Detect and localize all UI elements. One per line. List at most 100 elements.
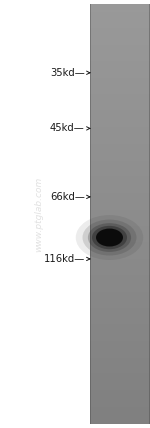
Bar xyxy=(90,369,150,370)
Bar xyxy=(90,339,150,341)
Bar xyxy=(90,361,150,363)
Bar xyxy=(90,213,150,214)
Bar xyxy=(90,381,150,383)
Bar xyxy=(90,303,150,304)
Bar xyxy=(90,143,150,145)
Bar xyxy=(90,29,150,30)
Bar xyxy=(90,74,150,76)
Bar xyxy=(90,269,150,270)
Bar xyxy=(90,266,150,268)
Bar xyxy=(90,39,150,40)
Bar xyxy=(90,21,150,22)
Bar xyxy=(90,123,150,125)
Bar xyxy=(90,316,150,318)
Bar xyxy=(90,297,150,299)
Bar xyxy=(90,156,150,158)
Bar xyxy=(90,178,150,179)
Bar xyxy=(90,242,150,244)
Bar xyxy=(90,146,150,148)
Bar xyxy=(90,121,150,123)
Bar xyxy=(90,42,150,43)
Bar xyxy=(90,39,150,41)
Bar xyxy=(90,336,150,338)
Bar xyxy=(90,79,150,81)
Bar xyxy=(90,264,150,265)
Bar xyxy=(90,20,150,21)
Bar xyxy=(90,222,150,223)
Bar xyxy=(90,311,150,312)
Bar xyxy=(90,163,150,165)
Bar xyxy=(90,31,150,33)
Bar xyxy=(90,229,150,231)
Bar xyxy=(90,104,150,106)
Bar xyxy=(90,211,150,213)
Bar xyxy=(90,193,150,195)
Bar xyxy=(90,377,150,379)
Bar xyxy=(90,28,150,30)
Bar xyxy=(90,378,150,380)
Bar xyxy=(90,358,150,360)
Bar xyxy=(90,130,150,131)
Bar xyxy=(90,45,150,46)
Bar xyxy=(90,149,150,150)
Bar xyxy=(90,181,150,183)
Bar xyxy=(90,34,150,36)
Bar xyxy=(90,319,150,321)
Bar xyxy=(90,122,150,124)
Bar xyxy=(90,248,150,250)
Bar xyxy=(90,258,150,259)
Bar xyxy=(90,90,150,91)
Bar xyxy=(90,161,150,163)
Bar xyxy=(90,162,150,163)
Bar xyxy=(90,49,150,51)
Bar xyxy=(90,140,150,142)
Bar xyxy=(90,277,150,279)
Bar xyxy=(90,410,150,411)
Bar xyxy=(90,253,150,254)
Bar xyxy=(90,297,150,298)
Bar xyxy=(90,373,150,374)
Bar xyxy=(90,239,150,240)
Bar xyxy=(90,174,150,175)
Bar xyxy=(90,421,150,423)
Bar xyxy=(90,142,150,144)
Bar xyxy=(90,345,150,346)
Bar xyxy=(90,131,150,132)
Bar xyxy=(90,128,150,129)
Bar xyxy=(90,206,150,208)
Bar xyxy=(90,44,150,45)
Bar xyxy=(90,62,150,64)
Bar xyxy=(90,55,150,57)
Bar xyxy=(90,10,150,12)
Bar xyxy=(90,259,150,260)
Text: www.ptglab.com: www.ptglab.com xyxy=(34,176,43,252)
Bar xyxy=(90,365,150,366)
Bar xyxy=(90,119,150,121)
Bar xyxy=(90,167,150,169)
Bar xyxy=(90,102,150,104)
Bar xyxy=(90,104,150,105)
Bar xyxy=(90,4,91,424)
Bar xyxy=(90,18,150,19)
Bar xyxy=(90,419,150,421)
Bar xyxy=(90,23,150,24)
Bar xyxy=(90,360,150,361)
Bar xyxy=(90,92,150,93)
Bar xyxy=(90,136,150,137)
Bar xyxy=(90,137,150,139)
Bar xyxy=(90,111,150,112)
Bar xyxy=(90,263,150,265)
Bar xyxy=(90,200,150,202)
Bar xyxy=(90,379,150,381)
Bar xyxy=(90,245,150,247)
Bar xyxy=(90,243,150,244)
Bar xyxy=(90,207,150,209)
Bar xyxy=(90,204,150,205)
Bar xyxy=(90,416,150,417)
Bar xyxy=(90,116,150,118)
Bar xyxy=(90,172,150,174)
Bar xyxy=(90,114,150,116)
Bar xyxy=(90,276,150,278)
Bar xyxy=(90,396,150,398)
Text: 66kd—: 66kd— xyxy=(50,192,85,202)
